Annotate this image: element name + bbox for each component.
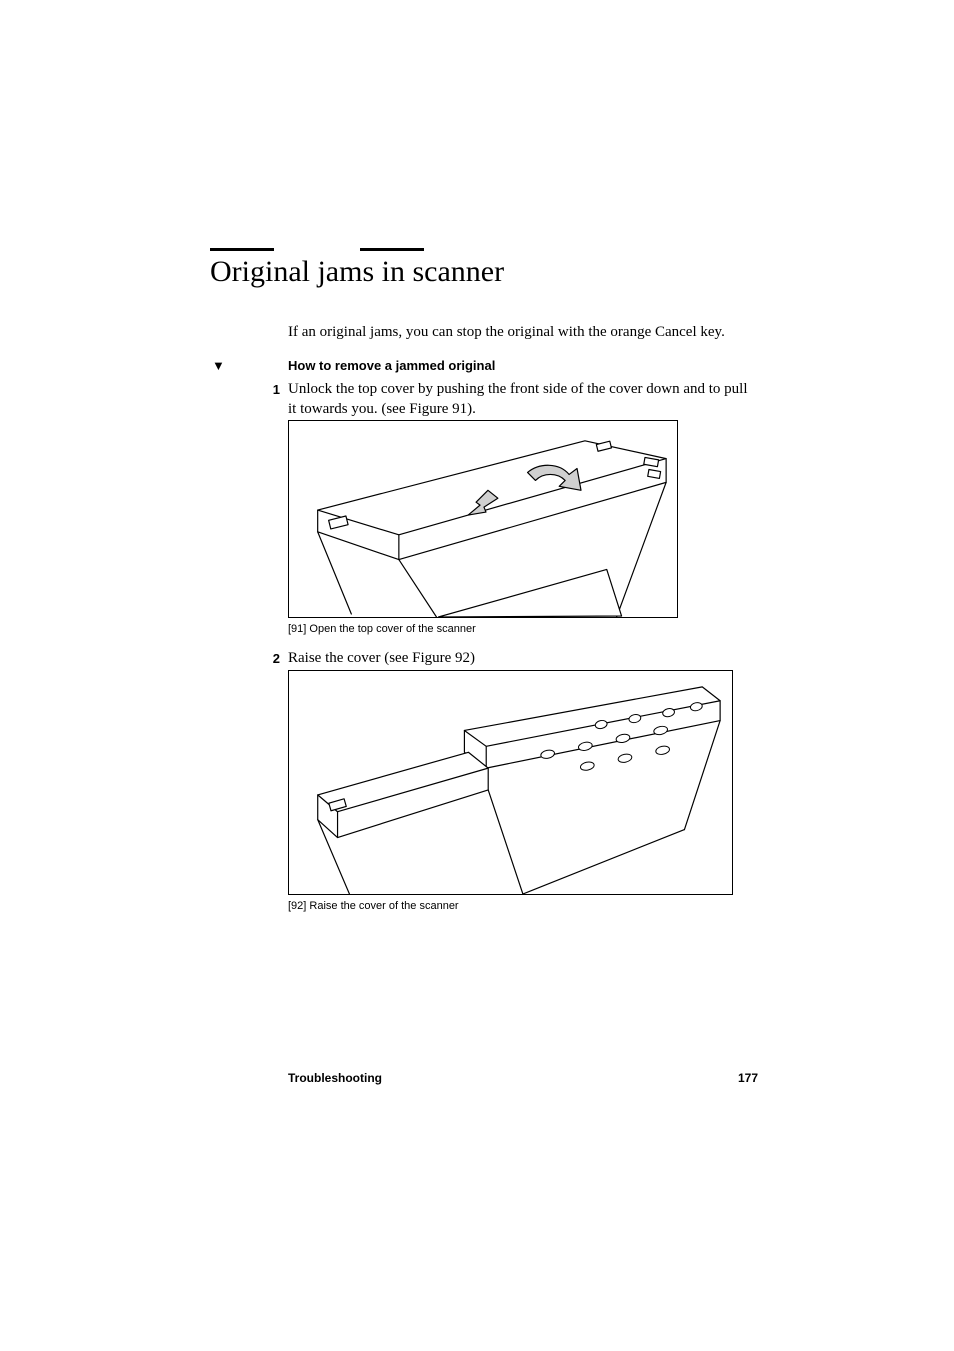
footer-section-title: Troubleshooting [288,1071,382,1085]
figure-91-illustration [288,420,678,618]
procedure-heading: How to remove a jammed original [288,358,495,373]
step-number: 1 [260,382,280,397]
figure-caption: [92] Raise the cover of the scanner [288,900,459,912]
title-rule-left [210,248,274,251]
intro-paragraph: If an original jams, you can stop the or… [288,324,725,341]
step-text: Raise the cover (see Figure 92) [288,649,748,669]
footer-page-number: 177 [738,1071,758,1085]
procedure-marker-icon: ▼ [212,358,225,374]
figure-caption: [91] Open the top cover of the scanner [288,623,476,635]
figure-92-illustration [288,670,733,895]
page-title: Original jams in scanner [210,255,504,289]
title-rule-right [360,248,424,251]
page-footer: Troubleshooting 177 [288,1071,758,1085]
step-number: 2 [260,651,280,666]
manual-page: Original jams in scanner If an original … [0,0,954,1351]
step-text: Unlock the top cover by pushing the fron… [288,380,748,419]
